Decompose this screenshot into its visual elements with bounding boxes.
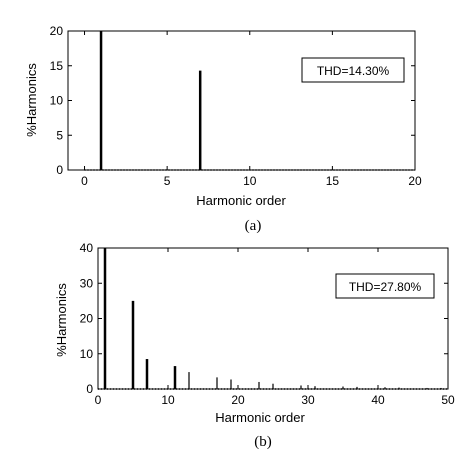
chart-a-thd-box — [301, 57, 405, 83]
b-xtick-label: 40 — [371, 393, 385, 407]
a-ytick-label: 10 — [50, 94, 64, 108]
a-xtick-label: 0 — [81, 174, 88, 188]
b-xtick-label: 50 — [441, 393, 455, 407]
chart-b-bars — [98, 248, 448, 390]
b-ytick-label: 20 — [80, 312, 94, 326]
chart-a-thd-label: THD=14.30% — [317, 64, 390, 78]
chart-b-plot-frame — [97, 247, 449, 390]
chart-b-xlabel: Harmonic order — [215, 410, 305, 425]
chart-a-xlabel: Harmonic order — [196, 193, 286, 208]
b-ytick-label: 10 — [80, 347, 94, 361]
chart-b: 0 10 20 30 40 50 0 10 20 30 40 Harmonic order %Ha… — [54, 241, 455, 450]
a-ytick-label: 20 — [50, 24, 64, 38]
chart-b-caption: (b) — [254, 434, 272, 450]
a-ytick-label: 0 — [56, 163, 63, 177]
b-xtick-label: 0 — [95, 393, 102, 407]
a-xtick-label: 15 — [326, 174, 340, 188]
chart-a-caption: (a) — [245, 218, 262, 234]
chart-b-yticks: 0 10 20 30 40 — [80, 241, 448, 396]
chart-a: 0 5 10 15 20 0 5 10 15 20 Harmonic order %Harmon… — [24, 24, 422, 234]
chart-b-xticks: 0 10 20 30 40 50 — [95, 248, 455, 407]
chart-b-thd-label: THD=27.80% — [349, 280, 422, 294]
b-ytick-label: 0 — [86, 382, 93, 396]
chart-b-ylabel: %Harmonics — [54, 283, 69, 357]
b-xtick-label: 10 — [161, 393, 175, 407]
chart-a-plot-frame — [67, 30, 416, 171]
a-ytick-label: 5 — [56, 128, 63, 142]
a-xtick-label: 10 — [243, 174, 257, 188]
b-xtick-label: 20 — [231, 393, 245, 407]
a-ytick-label: 15 — [50, 59, 64, 73]
b-ytick-label: 30 — [80, 276, 94, 290]
chart-b-thd-box — [335, 273, 435, 299]
chart-a-ylabel: %Harmonics — [24, 63, 39, 137]
a-xtick-label: 20 — [408, 174, 422, 188]
chart-a-yticks: 0 5 10 15 20 — [50, 24, 415, 177]
b-ytick-label: 40 — [80, 241, 94, 255]
chart-a-xticks: 0 5 10 15 20 — [81, 31, 422, 188]
b-xtick-label: 30 — [301, 393, 315, 407]
a-xtick-label: 5 — [164, 174, 171, 188]
